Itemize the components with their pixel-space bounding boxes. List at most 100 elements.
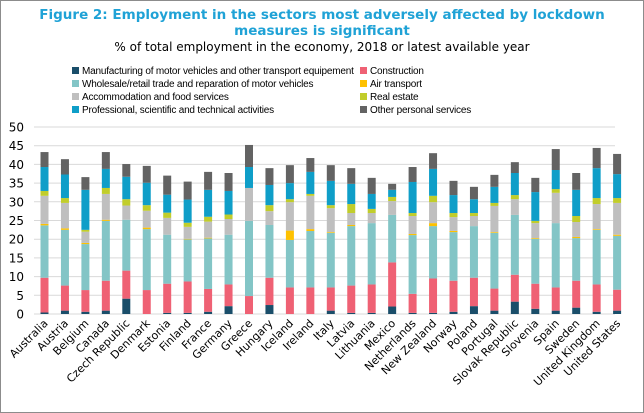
bar-segment [122, 205, 131, 220]
y-tick-label: 45 [9, 139, 24, 153]
legend-item-accommodation: Accommodation and food services [72, 92, 229, 104]
y-tick-label: 25 [9, 214, 24, 228]
bar-segment [142, 229, 151, 291]
bar-segment [388, 214, 397, 263]
bar-segment [347, 312, 356, 314]
bar-segment [531, 283, 540, 309]
bar-segment [183, 181, 192, 200]
bar-segment [306, 229, 315, 231]
bar-segment [142, 210, 151, 228]
legend-item-real-estate: Real estate [360, 92, 419, 104]
bar-segment [285, 230, 294, 240]
bar-segment [306, 230, 315, 288]
bar-segment [469, 306, 478, 314]
bar-segment [531, 220, 540, 224]
bar-segment [183, 239, 192, 282]
bar-segment [101, 152, 110, 169]
y-tick-label: 15 [9, 251, 24, 265]
bar-segment [265, 305, 274, 314]
bar-segment [326, 180, 335, 206]
y-tick-label: 30 [9, 195, 24, 209]
bar-segment [224, 190, 233, 215]
y-tick-label: 35 [9, 177, 24, 191]
bar-segment [490, 202, 499, 206]
y-tick-label: 40 [9, 158, 24, 172]
bar-segment [572, 236, 581, 239]
bar-segment [347, 183, 356, 205]
bar-segment [142, 227, 151, 230]
bar-segment [81, 231, 90, 243]
bar-segment [122, 219, 131, 271]
bar-segment [40, 152, 49, 168]
bar-segment [592, 229, 601, 285]
bar-segment [306, 158, 315, 172]
y-tick-label: 0 [16, 308, 24, 322]
bar-segment [408, 233, 417, 236]
bar-segment [429, 168, 438, 196]
bar-segment [285, 183, 294, 200]
bar-segment [60, 229, 69, 286]
chart-title-line-1: Figure 2: Employment in the sectors most… [39, 7, 605, 23]
bar-segment [306, 171, 315, 194]
bar-segment [204, 311, 213, 314]
legend-label: Air transport [370, 79, 422, 90]
bar-segment [429, 312, 438, 314]
bar-segment [490, 288, 499, 311]
bar-segment [469, 213, 478, 217]
bar-segment [531, 192, 540, 221]
bar-segment [449, 180, 458, 196]
bar-segment [429, 226, 438, 279]
bar-segment [531, 223, 540, 239]
bar-segment [408, 216, 417, 234]
bar-segment [613, 198, 622, 203]
bar-segment [531, 238, 540, 284]
bar-segment [163, 312, 172, 314]
bar-segment [551, 149, 560, 171]
bar-segment [367, 284, 376, 313]
bar-segment [122, 298, 131, 314]
bar-segment [224, 234, 233, 285]
bar-segment [429, 195, 438, 203]
bar-segment [285, 165, 294, 184]
bar-segment [224, 173, 233, 191]
chart-title: Figure 2: Employment in the sectors most… [0, 7, 644, 39]
bar-segment [551, 287, 560, 311]
bar-segment [469, 199, 478, 214]
bar-segment [551, 170, 560, 190]
bar-segment [347, 204, 356, 214]
legend-swatch [360, 80, 367, 87]
bar-segment [592, 198, 601, 205]
bar-segment [163, 283, 172, 313]
bar-segment [40, 223, 49, 226]
bar-segment [142, 182, 151, 206]
bar-segment [306, 287, 315, 314]
legend-label: Wholesale/retail trade and reparation of… [82, 79, 314, 90]
bar-segment [326, 165, 335, 181]
bar-segment [245, 167, 253, 188]
bar-segment [60, 159, 69, 175]
bar-segment [592, 311, 601, 314]
legend-swatch [72, 93, 79, 100]
chart-subtitle: % of total employment in the economy, 20… [114, 40, 530, 54]
bar-segment [81, 189, 90, 230]
bar-segment [408, 293, 417, 313]
bar-segment [60, 202, 69, 229]
legend-swatch [360, 93, 367, 100]
bar-segment [613, 310, 622, 314]
bar-segment [449, 232, 458, 281]
legend-label: Construction [370, 66, 424, 77]
bar-segment [60, 174, 69, 199]
bar-segment [60, 198, 69, 203]
bar-segment [40, 312, 49, 314]
bar-segment [163, 194, 172, 213]
bar-segment [613, 202, 622, 235]
bar-segment [367, 223, 376, 285]
bar-segment [388, 306, 397, 314]
y-tick-label: 10 [9, 270, 24, 284]
bar-segment [122, 176, 131, 200]
bar-segment [183, 199, 192, 223]
bar-segment [551, 192, 560, 224]
legend-label: Other personal services [370, 105, 472, 116]
bar-segment [367, 193, 376, 209]
bar-segment [429, 153, 438, 169]
